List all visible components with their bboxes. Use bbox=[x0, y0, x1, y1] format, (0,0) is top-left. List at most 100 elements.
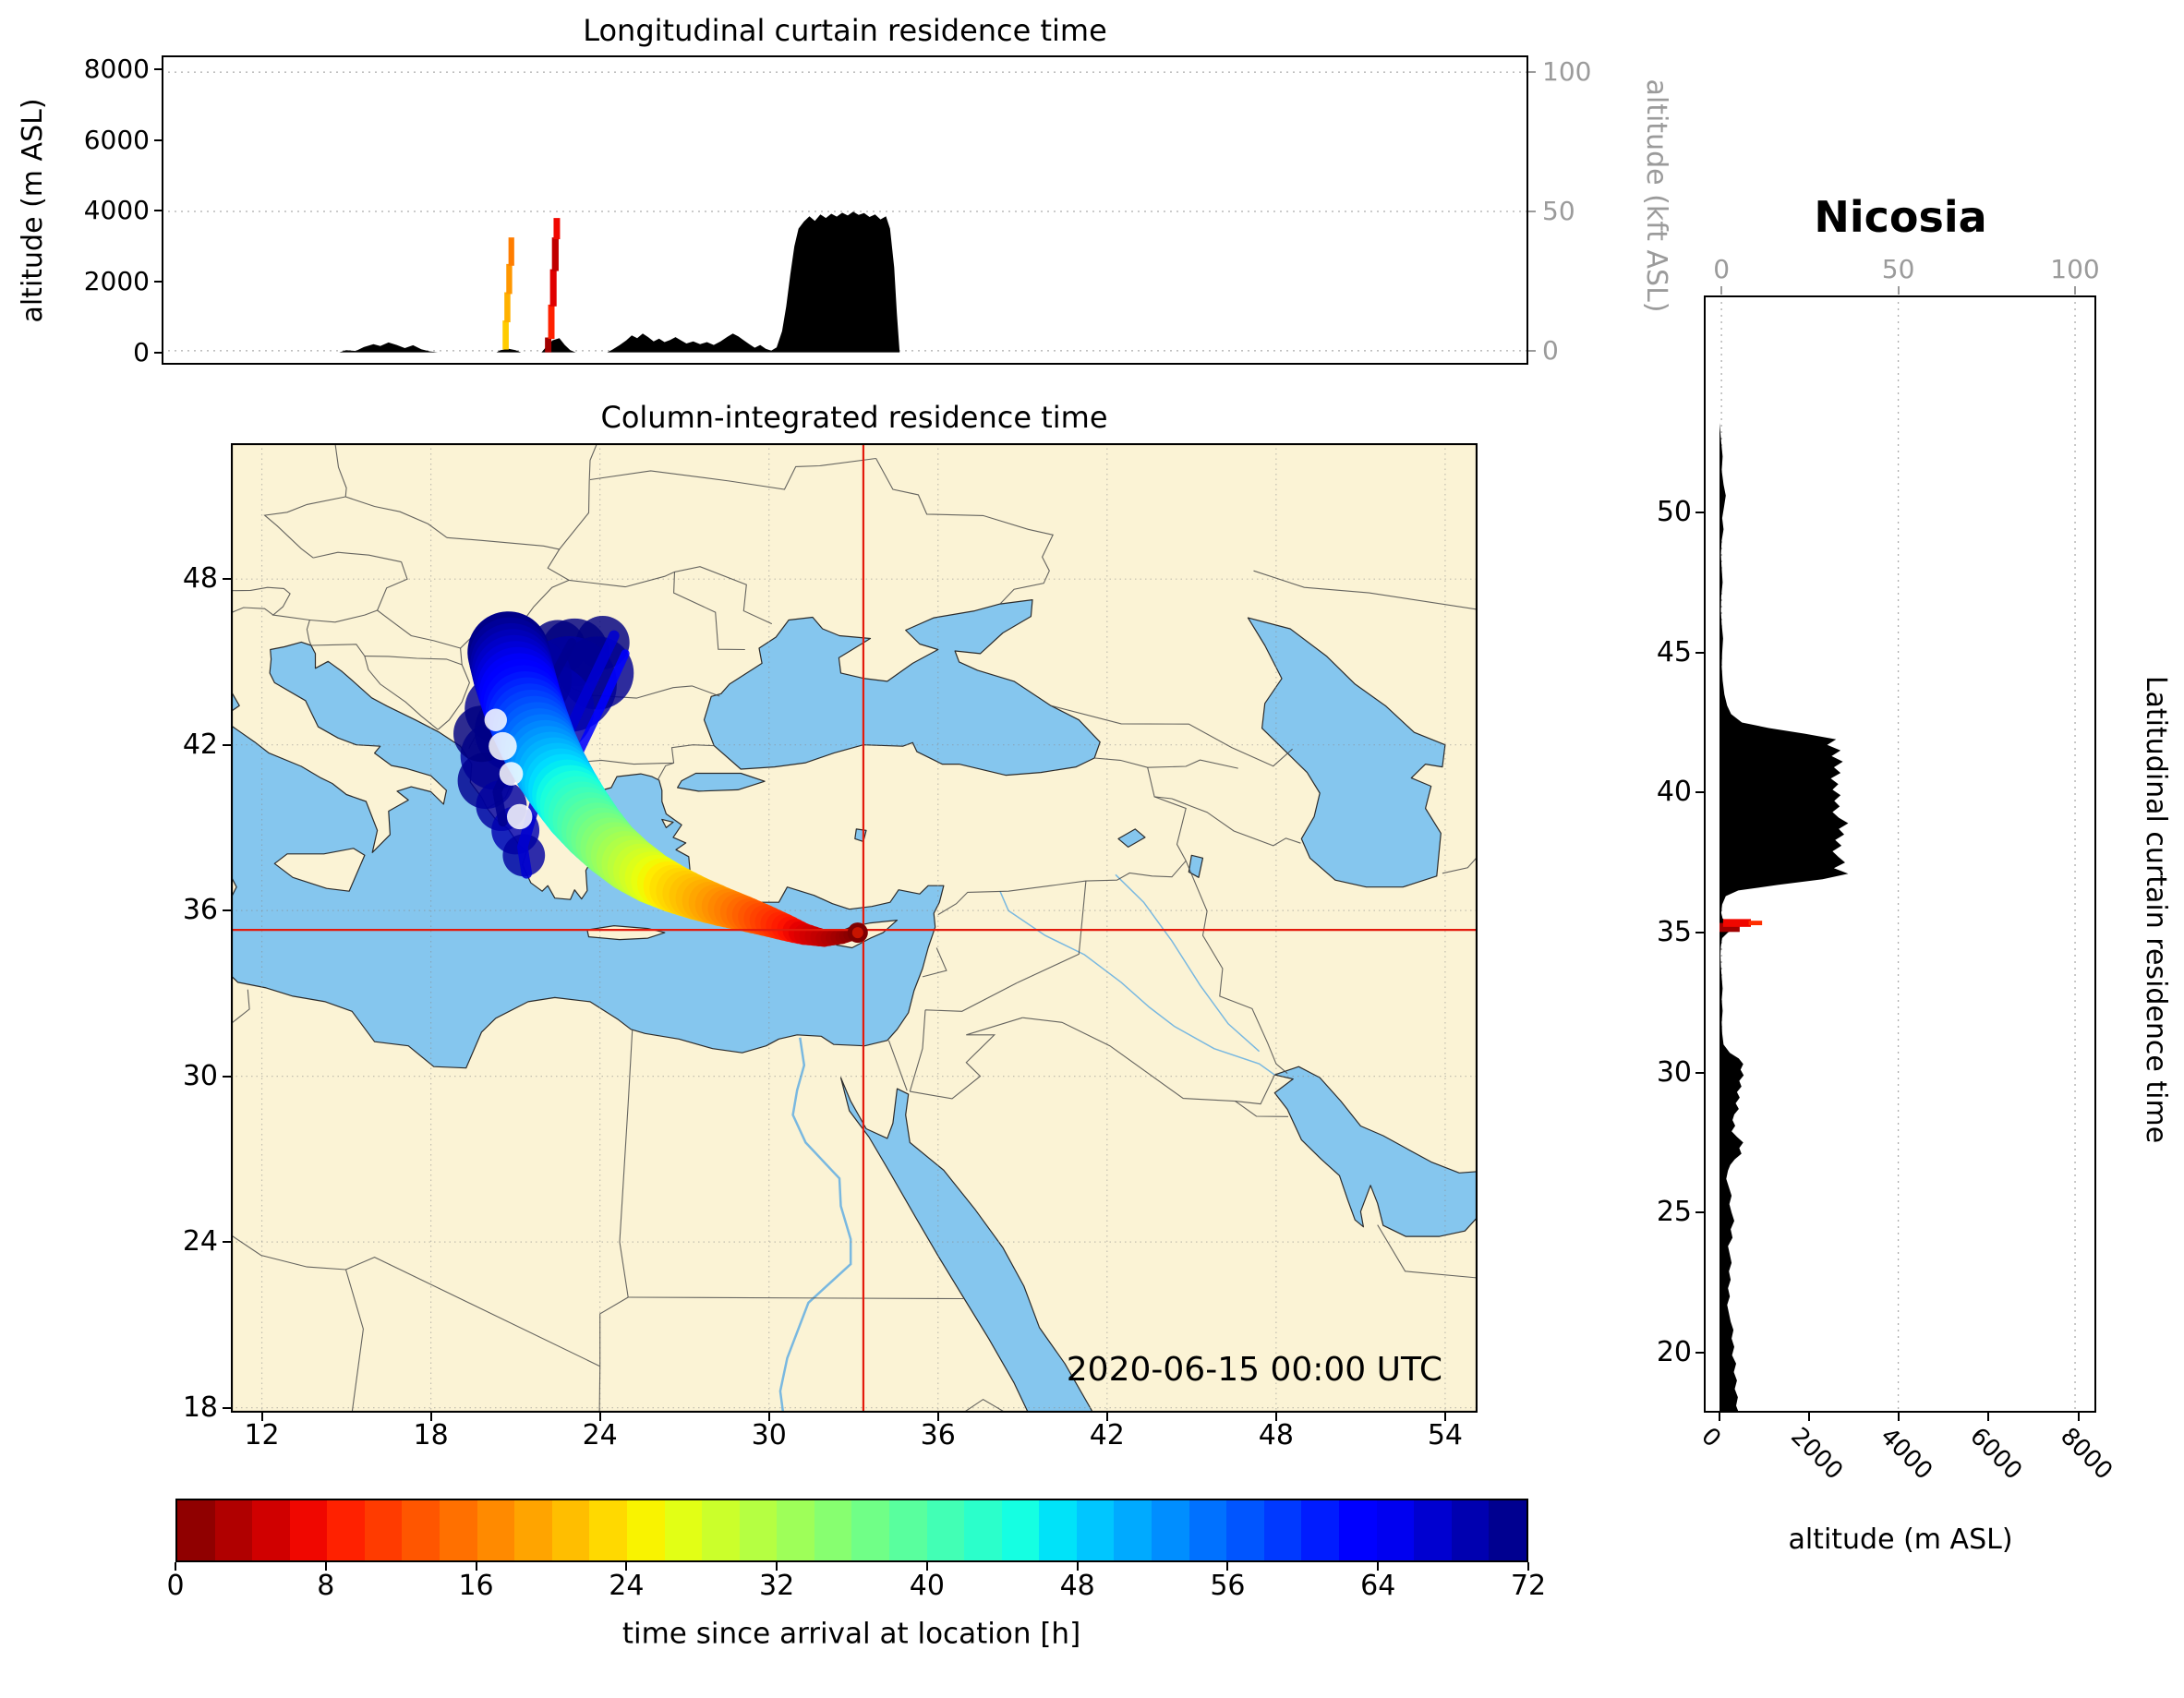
country-border bbox=[345, 1256, 600, 1367]
residence-cell bbox=[504, 292, 511, 323]
country-border bbox=[1185, 861, 1288, 1075]
map-ytick-mark bbox=[223, 578, 231, 581]
lake-urmia bbox=[1188, 854, 1204, 878]
map-xtick-label: 48 bbox=[1258, 1419, 1294, 1451]
residence-cell bbox=[551, 237, 559, 271]
colorbar-segment bbox=[551, 1500, 590, 1560]
colorbar-tick-label: 24 bbox=[609, 1570, 645, 1602]
country-border bbox=[619, 1030, 633, 1298]
colorbar-tick-label: 48 bbox=[1059, 1570, 1095, 1602]
plume-gap bbox=[484, 708, 507, 731]
longitudinal-curtain-plot bbox=[162, 55, 1528, 365]
colorbar-tick-label: 0 bbox=[166, 1570, 185, 1602]
colorbar-segment bbox=[514, 1500, 552, 1560]
country-border bbox=[887, 1040, 908, 1091]
residence-cell bbox=[1722, 919, 1751, 927]
residence-cell bbox=[553, 218, 561, 240]
country-border bbox=[1147, 767, 1301, 847]
colorbar-tick-mark bbox=[1527, 1562, 1529, 1571]
right-curtain-title: Latitudinal curtain residence time bbox=[2140, 675, 2172, 1144]
colorbar-segment bbox=[1414, 1500, 1452, 1560]
plot-frame bbox=[1704, 295, 2096, 1413]
country-border bbox=[962, 1398, 1007, 1413]
country-border bbox=[231, 607, 274, 616]
ytick-mark-m bbox=[154, 351, 162, 354]
country-border bbox=[1235, 1101, 1289, 1117]
ytick-label-m: 2000 bbox=[83, 266, 150, 297]
caspian bbox=[1247, 617, 1446, 888]
country-border bbox=[1016, 881, 1087, 983]
colorbar-tick-mark bbox=[1076, 1562, 1079, 1571]
colorbar-segment bbox=[1039, 1500, 1077, 1560]
colorbar-tick-label: 16 bbox=[458, 1570, 494, 1602]
persian-gulf bbox=[1273, 1066, 1478, 1237]
map-ytick-mark bbox=[223, 909, 231, 912]
colorbar-segment bbox=[1338, 1500, 1377, 1560]
alt-tick-label: 6000 bbox=[1964, 1422, 2028, 1486]
ytick-label-m: 4000 bbox=[83, 195, 150, 226]
country-border bbox=[569, 571, 675, 588]
colorbar-tick-mark bbox=[175, 1562, 176, 1571]
alt-tick-mark bbox=[1808, 1413, 1811, 1421]
colorbar bbox=[175, 1499, 1528, 1562]
map-xtick-mark bbox=[1274, 1413, 1277, 1421]
colorbar-tick-label: 56 bbox=[1210, 1570, 1246, 1602]
kft-tick-mark bbox=[2074, 286, 2077, 295]
map-xtick-label: 12 bbox=[244, 1419, 280, 1451]
kft-tick-mark bbox=[1897, 286, 1900, 295]
map-ytick-label: 42 bbox=[182, 728, 218, 761]
map-xtick-label: 30 bbox=[751, 1419, 787, 1451]
colorbar-segment bbox=[964, 1500, 1002, 1560]
map-xtick-label: 36 bbox=[920, 1419, 956, 1451]
colorbar-segment bbox=[177, 1500, 215, 1560]
plume-gap bbox=[506, 803, 533, 830]
kft-tick-label: 0 bbox=[1713, 254, 1731, 284]
plume-gap bbox=[499, 762, 524, 786]
plume-filament bbox=[573, 649, 630, 761]
lat-tick-mark bbox=[1695, 931, 1704, 933]
ytick-label-m: 8000 bbox=[83, 54, 150, 85]
datetime-label: 2020-06-15 00:00 UTC bbox=[1066, 1351, 1442, 1389]
country-border bbox=[910, 1017, 1023, 1100]
lat-tick-label: 45 bbox=[1656, 635, 1692, 668]
ytick-mark-kft bbox=[1528, 71, 1536, 74]
map-frame bbox=[231, 443, 1478, 1413]
map-ytick-label: 48 bbox=[182, 562, 218, 596]
kft-tick-mark bbox=[1720, 286, 1723, 295]
ytick-label-kft: 0 bbox=[1542, 334, 1559, 366]
ytick-mark-kft bbox=[1528, 211, 1536, 212]
colorbar-segment bbox=[1263, 1500, 1302, 1560]
country-border bbox=[310, 644, 366, 656]
colorbar-tick-label: 40 bbox=[909, 1570, 945, 1602]
lat-tick-mark bbox=[1695, 1351, 1704, 1354]
sicily-island bbox=[273, 848, 366, 892]
country-border bbox=[437, 664, 470, 730]
ytick-mark-m bbox=[154, 281, 162, 283]
lat-tick-label: 40 bbox=[1656, 776, 1692, 809]
colorbar-tick-mark bbox=[1377, 1562, 1380, 1571]
colorbar-tick-label: 64 bbox=[1360, 1570, 1396, 1602]
alt-tick-label: 0 bbox=[1695, 1422, 1727, 1453]
colorbar-segment bbox=[1189, 1500, 1227, 1560]
nile-river bbox=[778, 1037, 852, 1413]
country-border bbox=[364, 656, 439, 730]
map-xtick-label: 18 bbox=[413, 1419, 449, 1451]
ytick-mark-m bbox=[154, 210, 162, 212]
lat-tick-mark bbox=[1695, 512, 1704, 514]
alt-tick-label: 4000 bbox=[1875, 1422, 1938, 1486]
ytick-mark-m bbox=[154, 68, 162, 71]
ytick-label-m: 0 bbox=[133, 336, 150, 367]
country-border bbox=[1022, 1017, 1275, 1105]
plume-gap bbox=[489, 731, 517, 761]
colorbar-segment bbox=[1152, 1500, 1189, 1560]
country-border bbox=[909, 1009, 926, 1092]
country-border bbox=[674, 566, 773, 625]
colorbar-segment bbox=[589, 1500, 627, 1560]
country-border bbox=[657, 762, 674, 780]
colorbar-segment bbox=[1451, 1500, 1490, 1560]
country-border bbox=[1253, 570, 1478, 610]
map-xtick-label: 54 bbox=[1427, 1419, 1463, 1451]
colorbar-segment bbox=[702, 1500, 740, 1560]
lat-tick-mark bbox=[1695, 791, 1704, 794]
map-panel: 2020-06-15 00:00 UTC bbox=[231, 443, 1478, 1413]
